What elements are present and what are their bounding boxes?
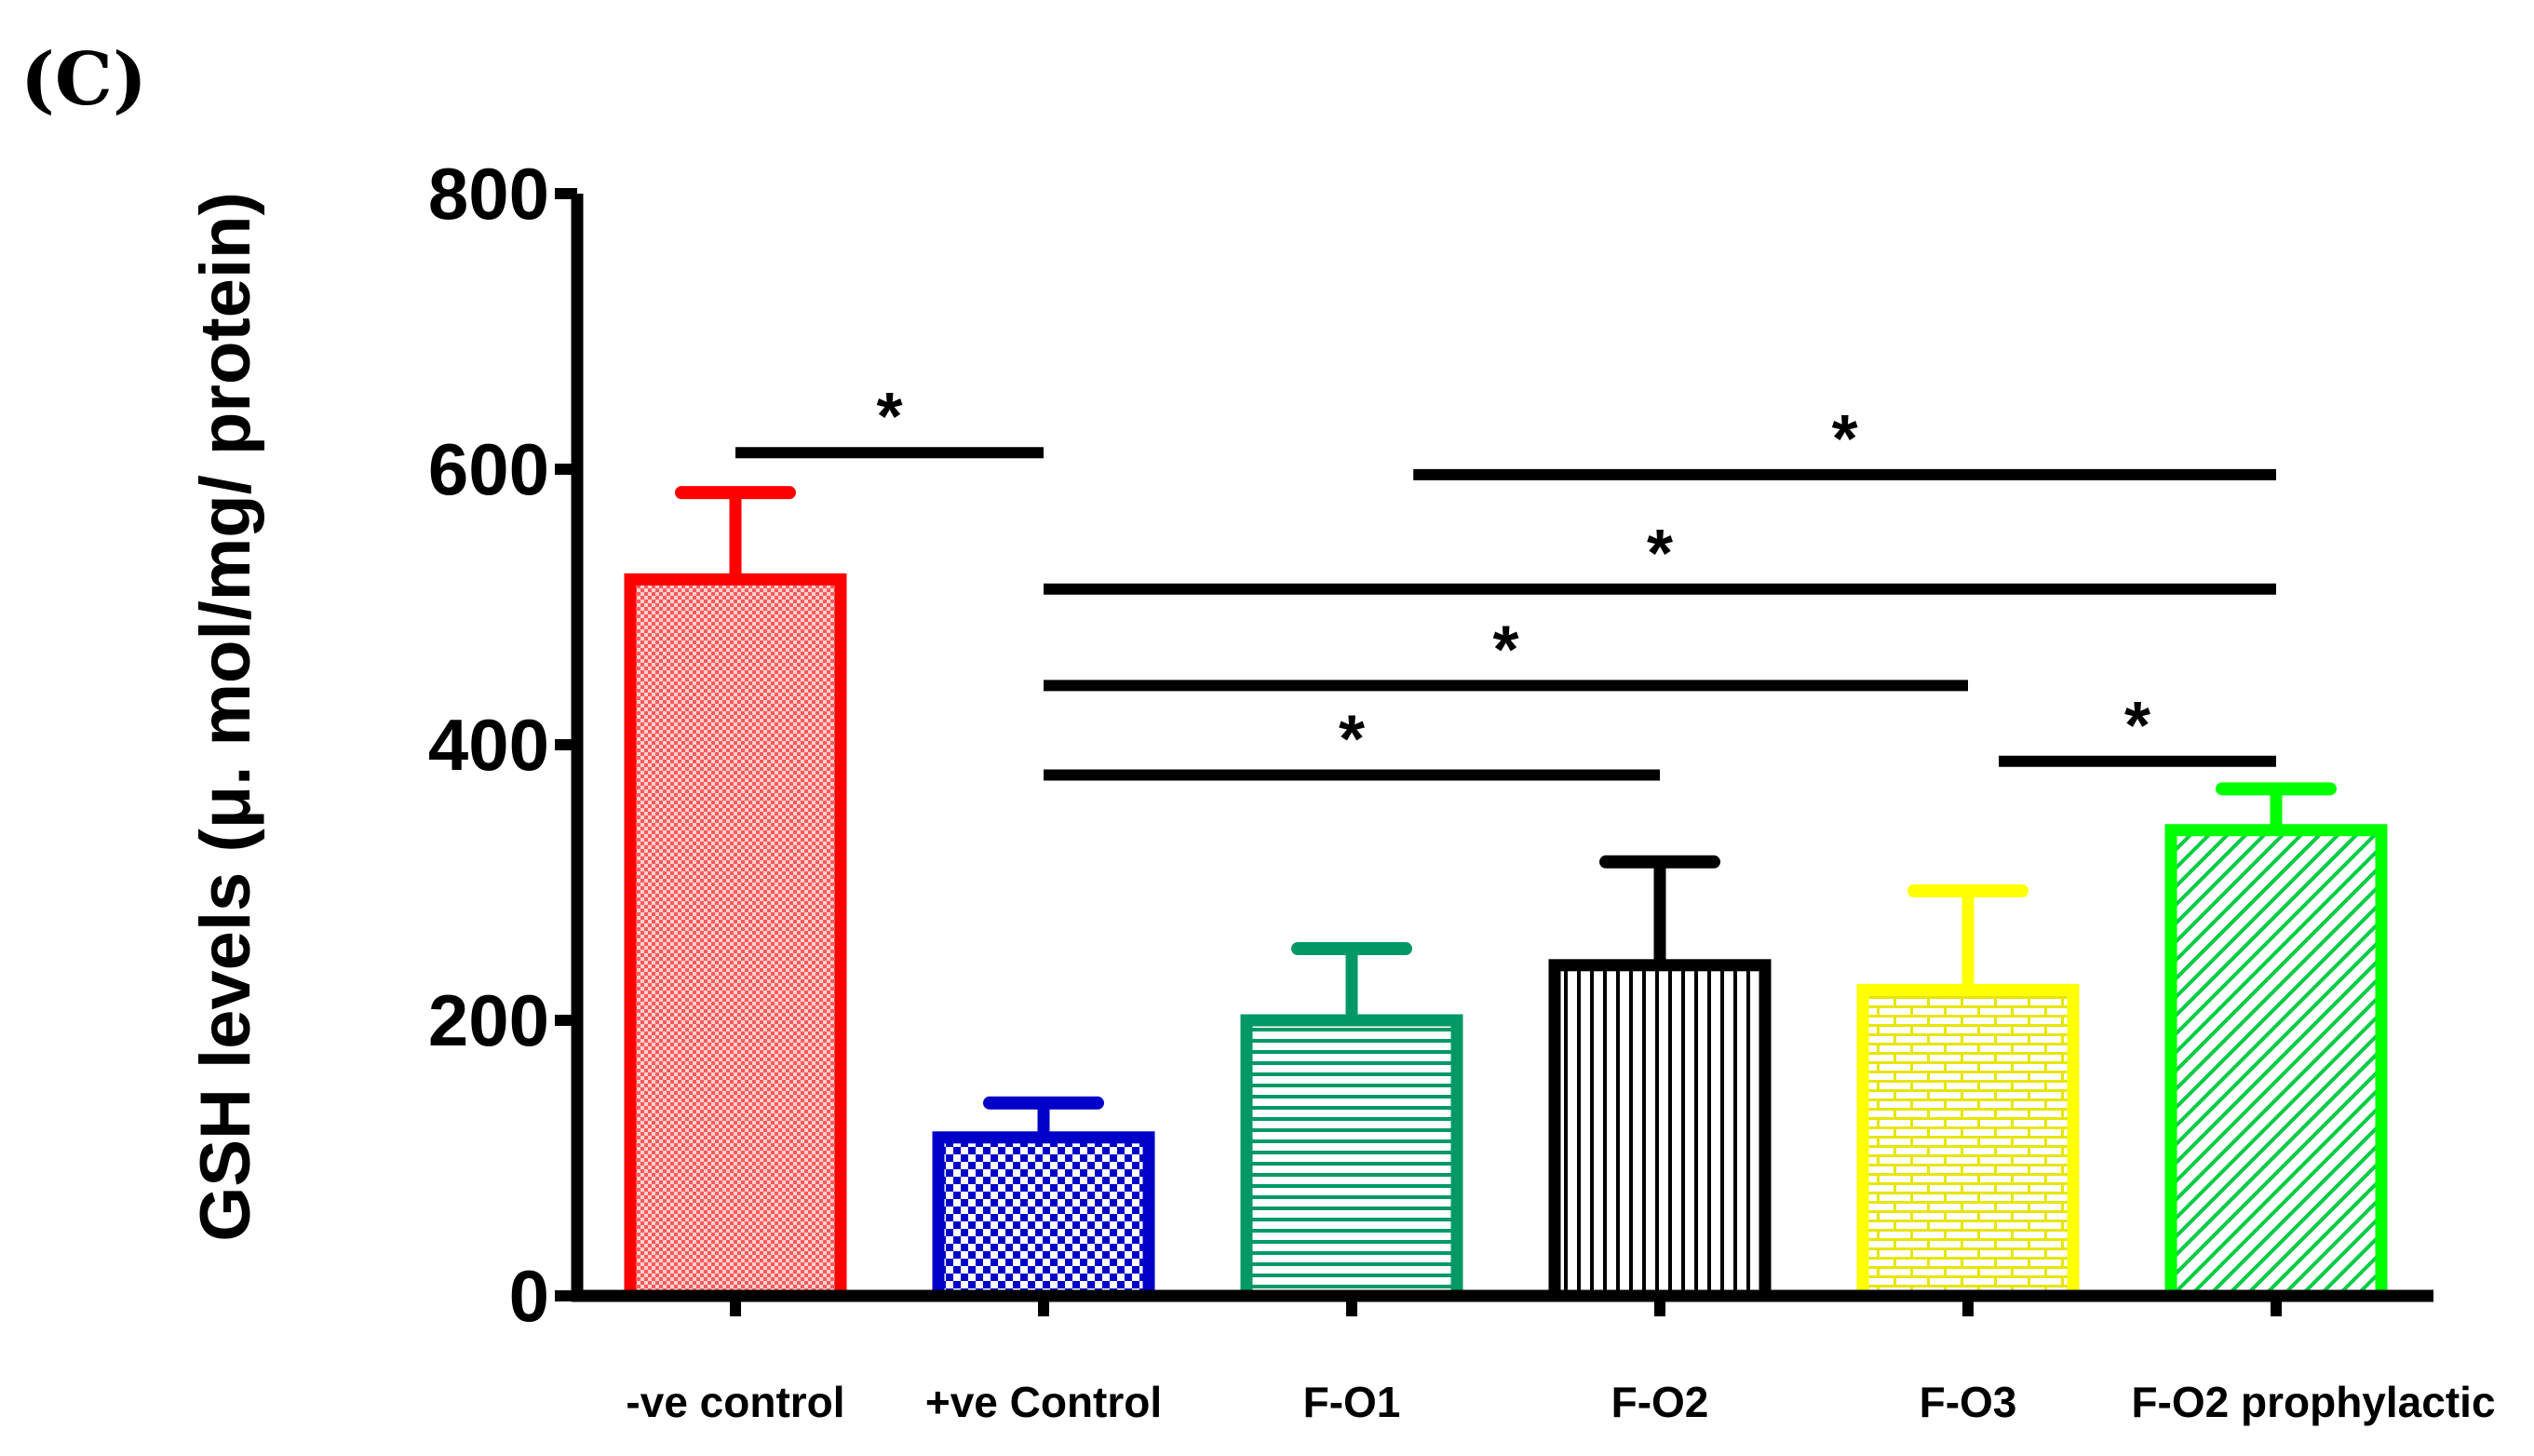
bar-f-o2-prophylactic bbox=[2164, 824, 2388, 1302]
significance-star: * bbox=[1832, 402, 1858, 477]
y-tick-label: 0 bbox=[509, 1255, 549, 1337]
y-axis-label: GSH levels (μ. mol/mg/ protein) bbox=[186, 192, 265, 1242]
bar-f-o1 bbox=[1240, 1014, 1463, 1302]
bars bbox=[624, 573, 2388, 1302]
significance-star: * bbox=[876, 380, 902, 454]
error-bars bbox=[675, 486, 2337, 1138]
significance-star: * bbox=[2124, 689, 2150, 763]
x-tick-label: F-O2 bbox=[1611, 1378, 1709, 1426]
x-tick-label: F-O3 bbox=[1920, 1378, 2017, 1426]
x-tick-label: +ve Control bbox=[925, 1378, 1162, 1426]
significance-star: * bbox=[1339, 703, 1365, 777]
x-tick-label: F-O2 prophylactic bbox=[2131, 1378, 2495, 1426]
x-tick-label: F-O1 bbox=[1303, 1378, 1401, 1426]
bar--ve-control bbox=[932, 1131, 1155, 1302]
y-tick-label: 800 bbox=[428, 153, 549, 235]
y-tick-label: 200 bbox=[428, 979, 549, 1061]
bar-f-o3 bbox=[1856, 983, 2080, 1302]
y-tick-label: 600 bbox=[428, 428, 549, 510]
significance-annotations: * * * * * * bbox=[735, 380, 2276, 781]
x-axis-ticks: -ve control +ve Control F-O1 F-O2 F-O3 F-O2 p… bbox=[626, 1296, 2496, 1426]
y-axis-ticks: 0 200 400 600 800 bbox=[428, 153, 577, 1337]
bar-f-o2 bbox=[1548, 959, 1772, 1302]
x-tick-label: -ve control bbox=[626, 1378, 844, 1426]
bar--ve-control bbox=[624, 573, 847, 1302]
y-tick-label: 400 bbox=[428, 704, 549, 786]
significance-star: * bbox=[1647, 517, 1673, 591]
significance-star: * bbox=[1492, 613, 1518, 687]
panel-label: (C) bbox=[20, 37, 147, 122]
